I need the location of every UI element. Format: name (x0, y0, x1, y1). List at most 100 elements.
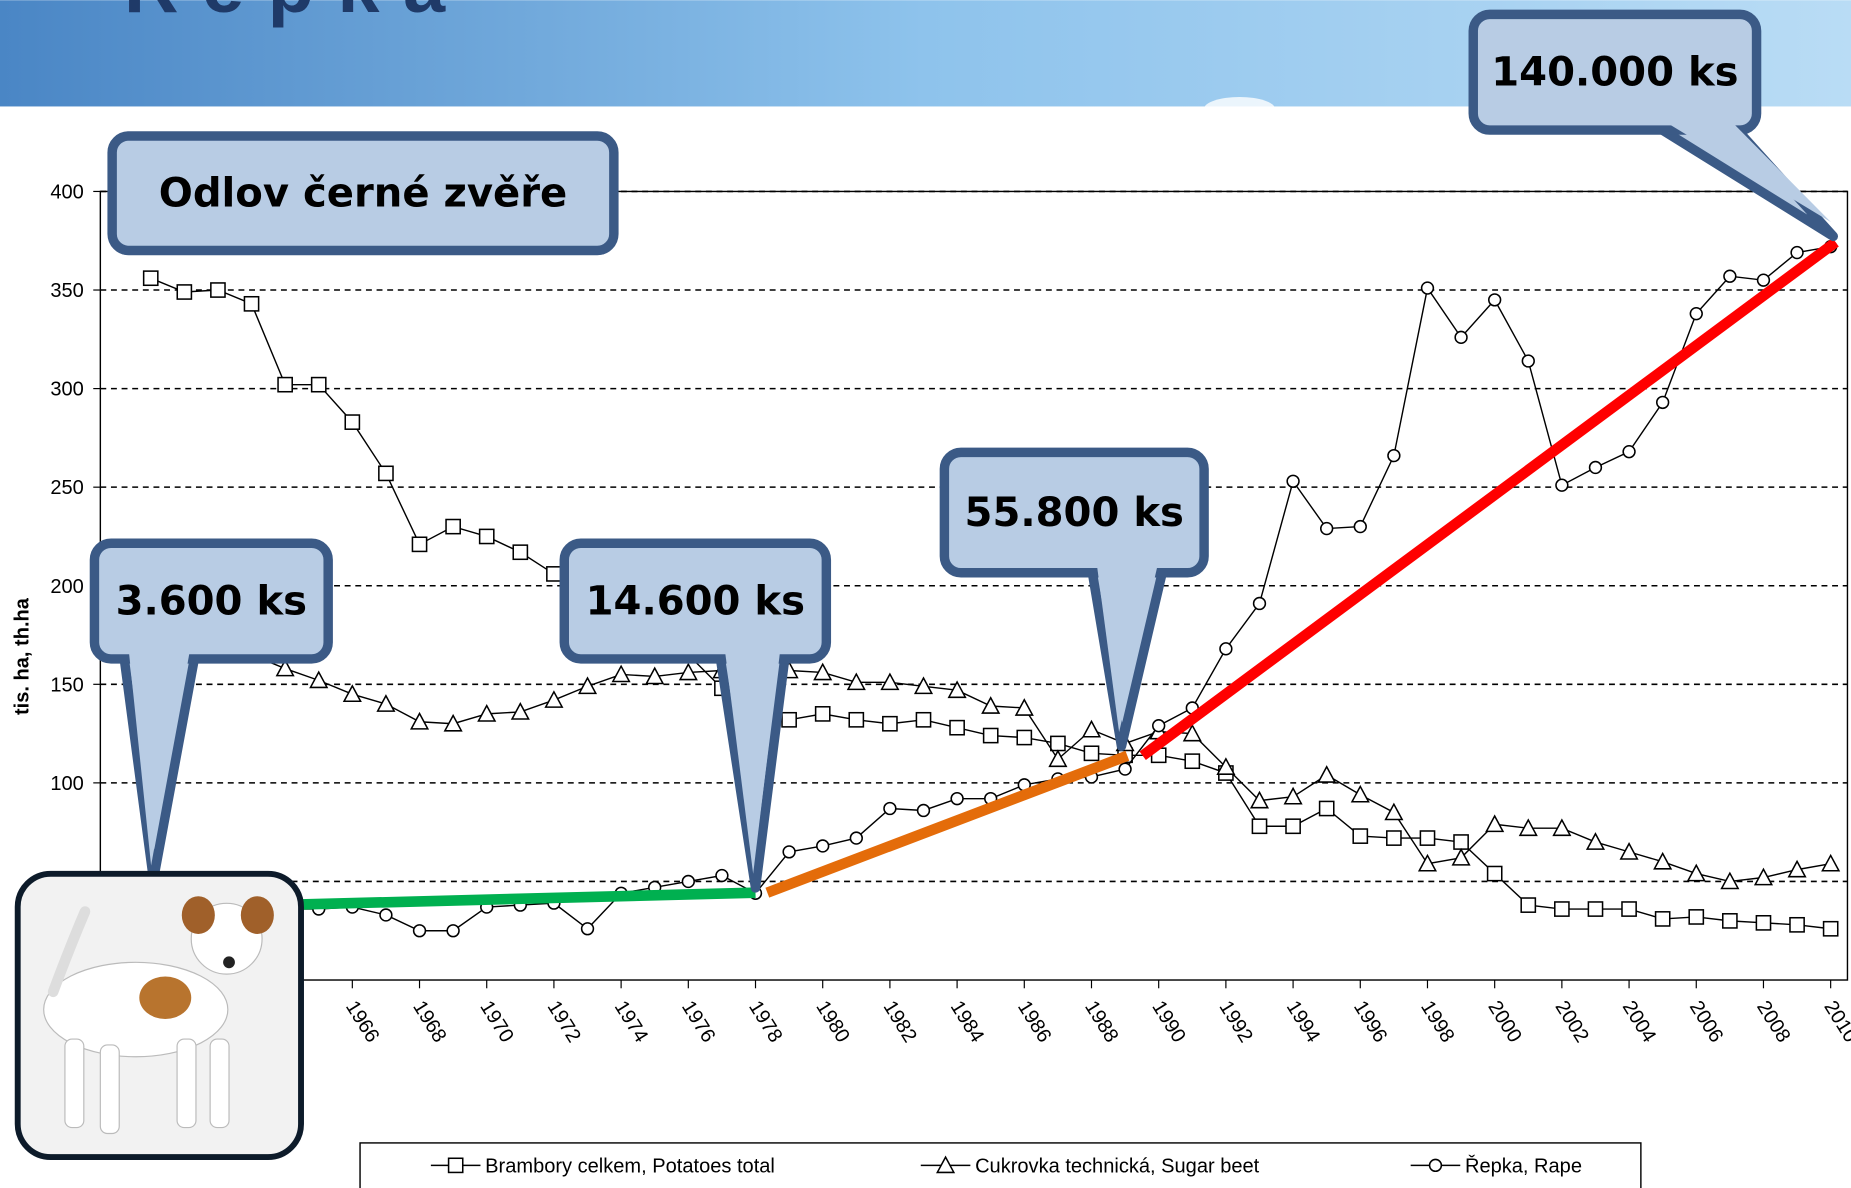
x-tick-label: 1978 (744, 997, 786, 1046)
y-tick-label: 400 (50, 182, 83, 204)
series-marker (1417, 853, 1438, 872)
x-tick-label: 1970 (475, 997, 517, 1046)
series-marker (1622, 445, 1636, 459)
x-tick-label: 1996 (1349, 997, 1391, 1046)
series-marker (1518, 818, 1538, 837)
series-marker (411, 536, 428, 553)
x-tick-label: 1998 (1416, 997, 1458, 1046)
series-marker (1182, 723, 1202, 742)
series-marker (1318, 800, 1335, 817)
x-tick-label: 1992 (1215, 997, 1257, 1046)
series-marker (813, 662, 833, 681)
series-marker (1821, 853, 1841, 872)
series-marker (949, 719, 965, 736)
series-marker (546, 566, 562, 582)
dog-leg (176, 1038, 197, 1129)
series-marker (816, 839, 830, 853)
callout-pointer-fill (724, 649, 781, 874)
callout: 3.600 ks (89, 538, 333, 885)
legend-label: Brambory celkem, Potatoes total (485, 1155, 775, 1177)
x-tick-label: 1994 (1282, 997, 1324, 1046)
series-marker (1720, 871, 1740, 890)
x-tick-label: 2004 (1618, 997, 1660, 1046)
series-marker (577, 676, 598, 695)
series-marker (1050, 735, 1066, 752)
y-tick-label: 200 (50, 576, 83, 598)
series-marker (378, 465, 394, 482)
series-marker (1653, 851, 1673, 870)
series-marker (1686, 863, 1706, 882)
series-marker (379, 908, 393, 922)
callout: 140.000 ks (1468, 9, 1839, 242)
series-marker (1520, 897, 1537, 913)
x-tick-label: 2006 (1685, 997, 1727, 1046)
series-marker (915, 711, 932, 728)
series-marker (210, 282, 226, 298)
x-tick-label: 2000 (1483, 997, 1525, 1046)
series-marker (846, 672, 866, 691)
series-marker (1822, 920, 1839, 937)
series-marker (342, 684, 362, 703)
series-marker (981, 696, 1001, 714)
series-marker (1787, 859, 1807, 878)
callout-box (939, 447, 1209, 578)
series-marker (1454, 330, 1468, 345)
series-marker (1384, 802, 1404, 821)
x-tick-label: 1980 (811, 997, 853, 1046)
series-marker (142, 270, 159, 287)
series-marker (715, 868, 729, 883)
series-marker (1081, 719, 1102, 738)
series-marker (1320, 521, 1334, 536)
series-marker (1688, 909, 1705, 925)
x-tick-label: 1988 (1080, 997, 1122, 1046)
legend-label: Cukrovka technická, Sugar beet (975, 1155, 1260, 1177)
legend-marker (1428, 1158, 1443, 1173)
series-marker (344, 414, 361, 430)
callout-box (107, 131, 619, 256)
series-marker (1521, 354, 1535, 368)
series-marker (1722, 913, 1738, 929)
series-marker (1790, 245, 1804, 260)
series-marker (1723, 269, 1737, 283)
series-marker (1453, 834, 1469, 850)
series-marker (1588, 460, 1603, 475)
y-tick-label: 100 (50, 773, 83, 795)
series-marker (1755, 914, 1772, 931)
series-marker (580, 922, 595, 936)
series-marker (277, 376, 293, 393)
series-marker (443, 713, 463, 732)
callout-text: 55.800 ks (965, 490, 1184, 536)
legend-label: Řepka, Rape (1465, 1154, 1582, 1177)
series-marker (1249, 790, 1270, 809)
series-marker (1753, 867, 1774, 886)
series-marker (1317, 765, 1337, 783)
series-marker (477, 703, 497, 722)
x-tick-label: 2008 (1752, 997, 1794, 1046)
legend-marker (936, 1155, 956, 1174)
x-tick-label: 2002 (1551, 997, 1593, 1046)
series-marker (309, 670, 329, 689)
series-marker (310, 376, 327, 393)
series-marker (1485, 814, 1505, 833)
series-marker (446, 924, 460, 938)
x-tick-label: 1976 (677, 997, 719, 1046)
series-marker (1016, 729, 1033, 746)
series-marker (176, 284, 193, 300)
series-marker (849, 831, 863, 845)
callout-pointer-fill (1663, 120, 1831, 223)
x-tick-label: 1990 (1147, 997, 1189, 1046)
series-marker (681, 874, 695, 889)
dog-leg (209, 1038, 230, 1129)
series-marker (1756, 273, 1771, 287)
dog-leg (99, 1044, 120, 1135)
series-marker (1621, 901, 1637, 917)
trend-stroke (1139, 237, 1839, 760)
series-marker (1619, 841, 1639, 860)
callout-pointer-fill (128, 649, 191, 866)
series-marker (544, 690, 564, 708)
series-marker (814, 706, 831, 722)
x-tick-label: 1966 (341, 997, 383, 1046)
series-marker (1654, 911, 1671, 927)
series-marker (1285, 818, 1301, 835)
